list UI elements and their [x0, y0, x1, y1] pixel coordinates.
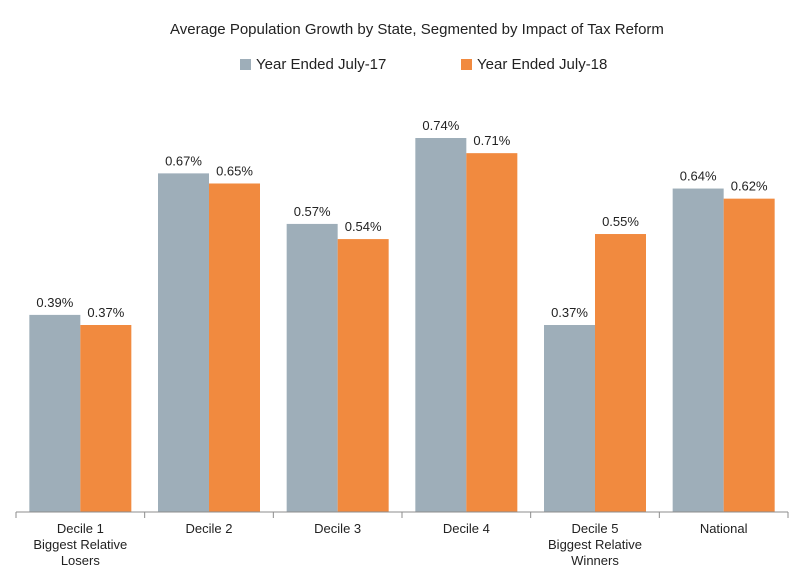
- bar-year-ended-july-18-4: [595, 234, 646, 512]
- bar-year-ended-july-18-0: [80, 325, 132, 512]
- data-label-year-ended-july-18-2: 0.54%: [345, 219, 382, 234]
- x-tick-label-3-line-0: Decile 4: [443, 521, 490, 536]
- x-tick-label-5-line-0: National: [700, 521, 748, 536]
- x-tick-label-0-line-0: Decile 1: [57, 521, 104, 536]
- x-tick-label-0-line-1: Biggest Relative: [33, 537, 127, 552]
- data-labels-group: 0.39% 0.37% 0.67% 0.65% 0.57% 0.54% 0.74% 0.71%…: [36, 118, 768, 320]
- bar-year-ended-july-17-0: [29, 314, 81, 512]
- data-label-year-ended-july-17-2: 0.57%: [294, 204, 331, 219]
- x-axis: [15, 511, 789, 518]
- bar-year-ended-july-18-5: [723, 198, 775, 512]
- legend-label-year-ended-july-18: Year Ended July-18: [477, 56, 607, 73]
- bar-year-ended-july-18-3: [466, 153, 518, 512]
- bar-year-ended-july-17-4: [544, 325, 595, 512]
- legend-label-year-ended-july-17: Year Ended July-17: [256, 56, 386, 73]
- data-label-year-ended-july-17-5: 0.64%: [680, 169, 717, 184]
- data-label-year-ended-july-18-0: 0.37%: [87, 305, 124, 320]
- data-label-year-ended-july-17-4: 0.37%: [551, 305, 588, 320]
- data-label-year-ended-july-17-3: 0.74%: [422, 118, 459, 133]
- legend: Year Ended July-17 Year Ended July-18: [240, 56, 607, 73]
- x-tick-label-0-line-2: Losers: [61, 553, 101, 568]
- x-tick-label-2-line-0: Decile 3: [314, 521, 361, 536]
- bar-year-ended-july-17-3: [415, 138, 467, 512]
- chart-title: Average Population Growth by State, Segm…: [170, 21, 664, 38]
- bar-year-ended-july-17-2: [286, 223, 338, 512]
- data-label-year-ended-july-18-4: 0.55%: [602, 214, 639, 229]
- data-label-year-ended-july-18-3: 0.71%: [473, 133, 510, 148]
- bar-year-ended-july-17-1: [158, 173, 209, 513]
- data-label-year-ended-july-17-1: 0.67%: [165, 153, 202, 168]
- x-tick-label-4-line-0: Decile 5: [572, 521, 619, 536]
- x-tick-label-1-line-0: Decile 2: [186, 521, 233, 536]
- legend-swatch-year-ended-july-17: [240, 59, 251, 70]
- x-tick-label-4-line-1: Biggest Relative: [548, 537, 642, 552]
- data-label-year-ended-july-17-0: 0.39%: [36, 295, 73, 310]
- bar-year-ended-july-18-2: [337, 239, 389, 512]
- bar-year-ended-july-17-5: [672, 188, 724, 513]
- data-label-year-ended-july-18-5: 0.62%: [731, 179, 768, 194]
- bar-year-ended-july-18-1: [209, 183, 260, 512]
- data-label-year-ended-july-18-1: 0.65%: [216, 163, 253, 178]
- x-tick-label-4-line-2: Winners: [571, 553, 619, 568]
- bars-group: [29, 138, 775, 513]
- legend-swatch-year-ended-july-18: [461, 59, 472, 70]
